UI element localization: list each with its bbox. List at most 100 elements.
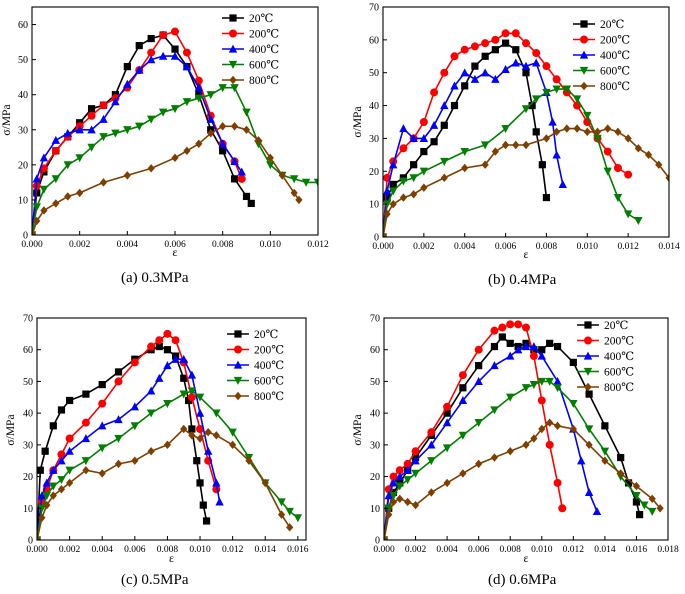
series-600c — [37, 387, 303, 540]
data-point — [442, 444, 452, 453]
y-tick-label: 30 — [370, 440, 380, 451]
data-point — [57, 450, 66, 459]
data-point — [569, 358, 577, 366]
data-point — [429, 120, 439, 129]
data-point — [301, 178, 311, 187]
legend-marker — [580, 20, 588, 28]
legend-label: 200℃ — [604, 336, 634, 348]
data-point — [404, 497, 412, 507]
data-point — [286, 523, 294, 532]
data-point — [187, 387, 197, 396]
data-point — [295, 195, 303, 205]
data-point — [229, 440, 237, 450]
data-point — [389, 478, 398, 487]
legend-marker — [580, 81, 588, 91]
data-point — [601, 422, 609, 430]
data-point — [170, 51, 180, 60]
data-point — [440, 157, 449, 166]
data-point — [218, 84, 227, 93]
data-point — [419, 134, 429, 143]
data-point — [538, 424, 546, 434]
data-point — [395, 466, 404, 475]
x-tick-label: 0.008 — [500, 545, 522, 555]
data-point — [511, 58, 520, 67]
data-point — [111, 129, 120, 138]
data-point — [32, 203, 41, 212]
data-point — [37, 491, 47, 500]
data-point — [411, 447, 420, 456]
data-point — [49, 482, 58, 491]
y-tick-label: 30 — [23, 440, 33, 451]
data-point — [634, 216, 643, 225]
data-point — [648, 507, 657, 516]
data-point — [624, 170, 633, 179]
data-point — [194, 94, 204, 103]
data-point — [427, 440, 436, 449]
series-800c — [37, 424, 294, 540]
data-point — [558, 180, 567, 189]
data-point — [218, 139, 227, 148]
data-point — [501, 124, 510, 133]
data-point — [501, 39, 510, 47]
data-point — [528, 101, 536, 110]
data-point — [278, 171, 286, 180]
data-point — [583, 111, 592, 120]
data-point — [491, 35, 500, 44]
data-point — [498, 333, 506, 341]
legend-label: 600℃ — [249, 60, 279, 72]
data-point — [87, 105, 96, 113]
data-point — [285, 507, 294, 516]
data-point — [135, 65, 144, 74]
data-point — [389, 187, 398, 196]
caption-c: (c) 0.5MPa — [121, 572, 189, 588]
data-point — [542, 134, 551, 143]
chart-panel-a: 0.000 0.002 0.004 0.006 0.008 0.010 0.012 0 10 20… — [1, 6, 329, 259]
data-point — [51, 135, 61, 144]
x-tick-label: 0.004 — [454, 242, 476, 252]
data-point — [170, 105, 180, 114]
data-point — [98, 444, 107, 453]
series-400c — [384, 342, 602, 540]
data-point — [261, 478, 269, 488]
data-point — [195, 408, 205, 417]
data-point — [37, 466, 44, 474]
series-600c — [384, 377, 657, 540]
data-point — [419, 167, 429, 176]
data-point — [114, 377, 123, 386]
data-point — [522, 323, 530, 332]
legend-marker — [584, 336, 592, 345]
legend-marker — [234, 345, 242, 354]
data-point — [130, 422, 140, 431]
legend-label: 200℃ — [254, 345, 284, 357]
data-point — [545, 440, 554, 449]
data-point — [490, 326, 499, 335]
legend-marker — [583, 367, 593, 376]
data-point — [562, 85, 572, 94]
data-point — [204, 427, 212, 437]
legend-label: 200℃ — [600, 35, 630, 47]
data-point — [290, 188, 298, 198]
data-point — [553, 127, 561, 137]
data-point — [389, 472, 398, 481]
y-tick-label: 10 — [23, 504, 33, 515]
legend: 20℃ 200℃ 400℃ 600℃ 800℃ — [573, 19, 630, 93]
x-axis-label: ε — [172, 245, 177, 259]
series-400c — [383, 58, 567, 237]
data-point — [481, 52, 489, 60]
data-point — [163, 361, 172, 370]
data-point — [147, 164, 155, 173]
data-point — [529, 381, 539, 389]
data-point — [521, 342, 531, 351]
data-point — [521, 105, 531, 114]
data-point — [147, 48, 156, 57]
y-tick-label: 60 — [370, 345, 380, 356]
data-point — [163, 346, 172, 354]
data-point — [584, 425, 594, 434]
data-point — [182, 48, 191, 57]
data-point — [430, 88, 439, 97]
data-point — [490, 406, 499, 415]
data-point — [383, 200, 392, 209]
data-point — [475, 459, 483, 469]
y-tick-label: 70 — [370, 314, 380, 325]
data-point — [114, 459, 123, 469]
